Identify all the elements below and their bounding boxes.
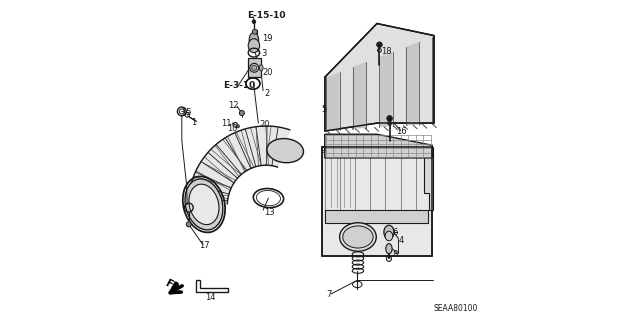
Polygon shape	[324, 210, 428, 223]
Polygon shape	[188, 126, 290, 204]
Text: 11: 11	[221, 119, 232, 128]
Ellipse shape	[267, 138, 303, 163]
Polygon shape	[252, 30, 257, 33]
Text: 13: 13	[264, 208, 275, 217]
Text: E-3-10: E-3-10	[223, 81, 256, 90]
Polygon shape	[424, 147, 433, 210]
Text: 15: 15	[181, 108, 191, 117]
Ellipse shape	[340, 223, 376, 251]
Text: E-15-10: E-15-10	[246, 11, 285, 20]
Circle shape	[252, 65, 257, 70]
Ellipse shape	[384, 225, 394, 239]
Text: 7: 7	[326, 290, 332, 299]
Polygon shape	[380, 52, 392, 127]
Circle shape	[252, 20, 256, 24]
Polygon shape	[353, 62, 366, 129]
Text: 4: 4	[399, 236, 404, 245]
Text: 18: 18	[381, 48, 392, 56]
Text: 6: 6	[393, 228, 398, 237]
Text: 3: 3	[261, 49, 266, 58]
Text: 20: 20	[259, 120, 270, 129]
Text: 10: 10	[227, 124, 237, 133]
Ellipse shape	[249, 33, 259, 48]
Polygon shape	[248, 58, 260, 77]
Circle shape	[186, 222, 191, 227]
Ellipse shape	[185, 179, 223, 230]
Text: 5: 5	[321, 105, 326, 114]
Ellipse shape	[259, 65, 263, 71]
Circle shape	[387, 115, 392, 121]
Polygon shape	[324, 134, 432, 158]
Text: 1: 1	[191, 118, 196, 127]
Circle shape	[236, 125, 239, 128]
Circle shape	[239, 110, 244, 115]
Polygon shape	[406, 42, 419, 125]
Text: 2: 2	[264, 89, 269, 98]
Ellipse shape	[343, 226, 373, 248]
Text: 14: 14	[205, 293, 216, 301]
Text: 17: 17	[199, 241, 209, 250]
Text: FR.: FR.	[164, 278, 184, 295]
Circle shape	[252, 29, 257, 34]
Circle shape	[376, 42, 382, 48]
Text: 16: 16	[396, 127, 406, 136]
Text: 9: 9	[321, 145, 326, 154]
Polygon shape	[324, 24, 434, 131]
Text: 19: 19	[262, 34, 273, 43]
Ellipse shape	[189, 184, 219, 225]
Ellipse shape	[386, 244, 392, 254]
Text: 8: 8	[393, 250, 398, 259]
Polygon shape	[321, 147, 432, 256]
Text: 20: 20	[262, 68, 273, 77]
Ellipse shape	[248, 39, 260, 53]
Text: 12: 12	[228, 101, 239, 110]
Polygon shape	[326, 72, 340, 130]
Ellipse shape	[385, 231, 393, 241]
Text: SEAA80100: SEAA80100	[434, 304, 478, 313]
